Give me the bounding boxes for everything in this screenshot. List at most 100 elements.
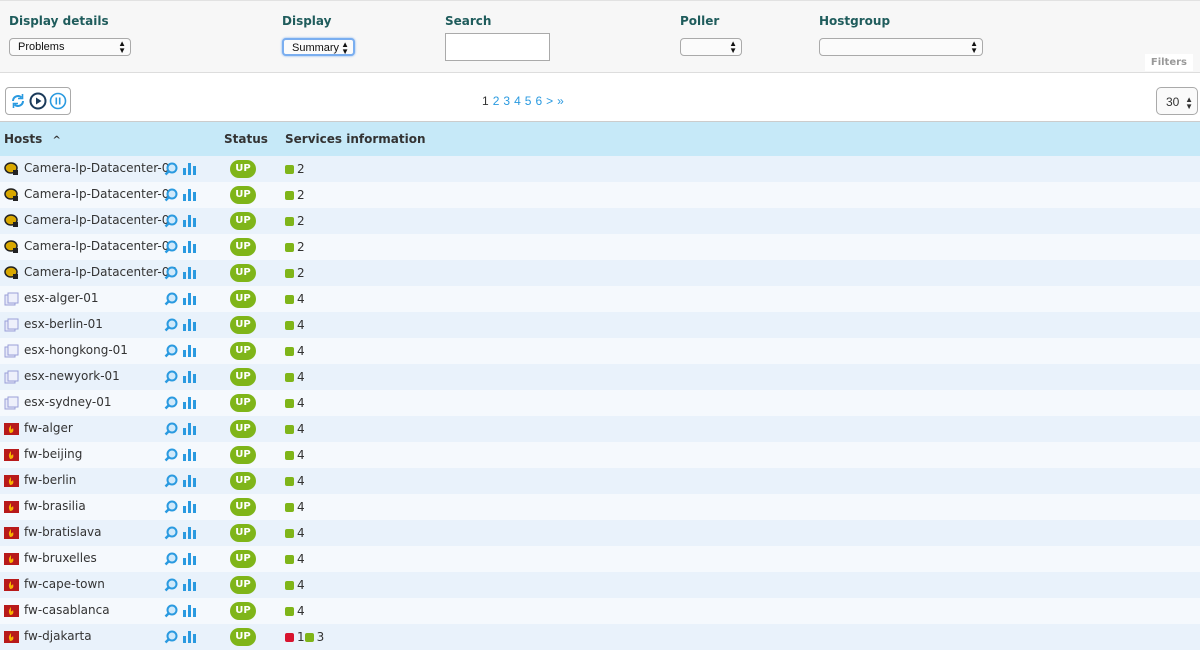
search-details-icon[interactable]	[164, 188, 178, 202]
performance-graph-icon[interactable]	[183, 448, 196, 461]
performance-graph-icon[interactable]	[183, 370, 196, 383]
performance-graph-icon[interactable]	[183, 422, 196, 435]
performance-graph-icon[interactable]	[183, 292, 196, 305]
host-name-link[interactable]: esx-sydney-01	[24, 395, 112, 409]
table-row: esx-hongkong-01 UP 4	[0, 338, 1200, 364]
search-details-icon[interactable]	[164, 552, 178, 566]
host-name-link[interactable]: Camera-Ip-Datacenter-02	[24, 187, 177, 201]
search-details-icon[interactable]	[164, 292, 178, 306]
refresh-icon[interactable]	[9, 92, 27, 110]
ok-count[interactable]: 2	[297, 214, 305, 228]
host-name-link[interactable]: esx-hongkong-01	[24, 343, 128, 357]
search-details-icon[interactable]	[164, 526, 178, 540]
performance-graph-icon[interactable]	[183, 344, 196, 357]
performance-graph-icon[interactable]	[183, 630, 196, 643]
ok-count[interactable]: 4	[297, 474, 305, 488]
ok-count[interactable]: 4	[297, 604, 305, 618]
services-info: 2	[285, 188, 309, 202]
display-details-select[interactable]: Problems ▲ ▼	[9, 38, 131, 56]
ok-count[interactable]: 4	[297, 292, 305, 306]
ok-count[interactable]: 2	[297, 266, 305, 280]
ok-count[interactable]: 4	[297, 344, 305, 358]
search-details-icon[interactable]	[164, 630, 178, 644]
performance-graph-icon[interactable]	[183, 526, 196, 539]
page-link[interactable]: 6	[535, 94, 543, 108]
search-details-icon[interactable]	[164, 370, 178, 384]
host-name-link[interactable]: Camera-Ip-Datacenter-03	[24, 213, 177, 227]
search-details-icon[interactable]	[164, 396, 178, 410]
host-name-link[interactable]: fw-casablanca	[24, 603, 110, 617]
page-link[interactable]: »	[557, 94, 564, 108]
host-name-link[interactable]: fw-brasilia	[24, 499, 86, 513]
search-details-icon[interactable]	[164, 214, 178, 228]
page-link[interactable]: >	[546, 94, 554, 108]
pause-icon[interactable]	[49, 92, 67, 110]
host-name-link[interactable]: fw-beijing	[24, 447, 83, 461]
ok-count[interactable]: 4	[297, 448, 305, 462]
search-details-icon[interactable]	[164, 448, 178, 462]
search-details-icon[interactable]	[164, 604, 178, 618]
host-name-link[interactable]: fw-bratislava	[24, 525, 102, 539]
host-name-link[interactable]: Camera-Ip-Datacenter-04	[24, 239, 177, 253]
ok-count[interactable]: 4	[297, 396, 305, 410]
sort-ascending-icon[interactable]: ^	[52, 135, 61, 146]
host-name-link[interactable]: fw-cape-town	[24, 577, 105, 591]
ok-count[interactable]: 4	[297, 552, 305, 566]
search-details-icon[interactable]	[164, 578, 178, 592]
hosts-column-header[interactable]: Hosts ^	[4, 132, 61, 146]
search-details-icon[interactable]	[164, 162, 178, 176]
ok-count[interactable]: 4	[297, 578, 305, 592]
search-details-icon[interactable]	[164, 500, 178, 514]
poller-select[interactable]: ▲ ▼	[680, 38, 742, 56]
performance-graph-icon[interactable]	[183, 604, 196, 617]
search-details-icon[interactable]	[164, 318, 178, 332]
ok-count[interactable]: 2	[297, 188, 305, 202]
status-column-header[interactable]: Status	[224, 132, 268, 146]
ok-count[interactable]: 4	[297, 422, 305, 436]
host-name-link[interactable]: esx-berlin-01	[24, 317, 103, 331]
performance-graph-icon[interactable]	[183, 396, 196, 409]
ok-count[interactable]: 4	[297, 370, 305, 384]
host-name-link[interactable]: fw-bruxelles	[24, 551, 97, 565]
performance-graph-icon[interactable]	[183, 578, 196, 591]
search-details-icon[interactable]	[164, 344, 178, 358]
host-name-link[interactable]: fw-berlin	[24, 473, 77, 487]
play-icon[interactable]	[29, 92, 47, 110]
display-select[interactable]: Summary ▲ ▼	[282, 38, 355, 56]
ok-count[interactable]: 4	[297, 318, 305, 332]
hostgroup-select[interactable]: ▲ ▼	[819, 38, 983, 56]
ok-count[interactable]: 4	[297, 526, 305, 540]
host-name-link[interactable]: esx-newyork-01	[24, 369, 120, 383]
page-link[interactable]: 3	[503, 94, 511, 108]
performance-graph-icon[interactable]	[183, 240, 196, 253]
ok-count[interactable]: 2	[297, 162, 305, 176]
host-name-link[interactable]: Camera-Ip-Datacenter-01	[24, 161, 177, 175]
search-details-icon[interactable]	[164, 422, 178, 436]
performance-graph-icon[interactable]	[183, 162, 196, 175]
performance-graph-icon[interactable]	[183, 266, 196, 279]
host-name-link[interactable]: esx-alger-01	[24, 291, 99, 305]
per-page-select[interactable]: 30 ▲ ▼	[1156, 87, 1198, 115]
host-name-link[interactable]: fw-djakarta	[24, 629, 92, 643]
host-name-link[interactable]: fw-alger	[24, 421, 73, 435]
page-link[interactable]: 5	[524, 94, 532, 108]
ok-count[interactable]: 3	[316, 630, 325, 644]
performance-graph-icon[interactable]	[183, 318, 196, 331]
performance-graph-icon[interactable]	[183, 214, 196, 227]
ok-count[interactable]: 4	[297, 500, 305, 514]
host-name-link[interactable]: Camera-Ip-Datacenter-05	[24, 265, 177, 279]
performance-graph-icon[interactable]	[183, 474, 196, 487]
search-details-icon[interactable]	[164, 474, 178, 488]
performance-graph-icon[interactable]	[183, 552, 196, 565]
services-info: 4	[285, 396, 309, 410]
critical-count[interactable]: 1	[297, 630, 305, 644]
performance-graph-icon[interactable]	[183, 188, 196, 201]
search-details-icon[interactable]	[164, 240, 178, 254]
performance-graph-icon[interactable]	[183, 500, 196, 513]
search-details-icon[interactable]	[164, 266, 178, 280]
page-link[interactable]: 4	[514, 94, 521, 108]
filters-tab[interactable]: Filters	[1144, 54, 1193, 71]
ok-count[interactable]: 2	[297, 240, 305, 254]
page-link[interactable]: 2	[492, 94, 500, 108]
search-input[interactable]	[445, 33, 550, 61]
